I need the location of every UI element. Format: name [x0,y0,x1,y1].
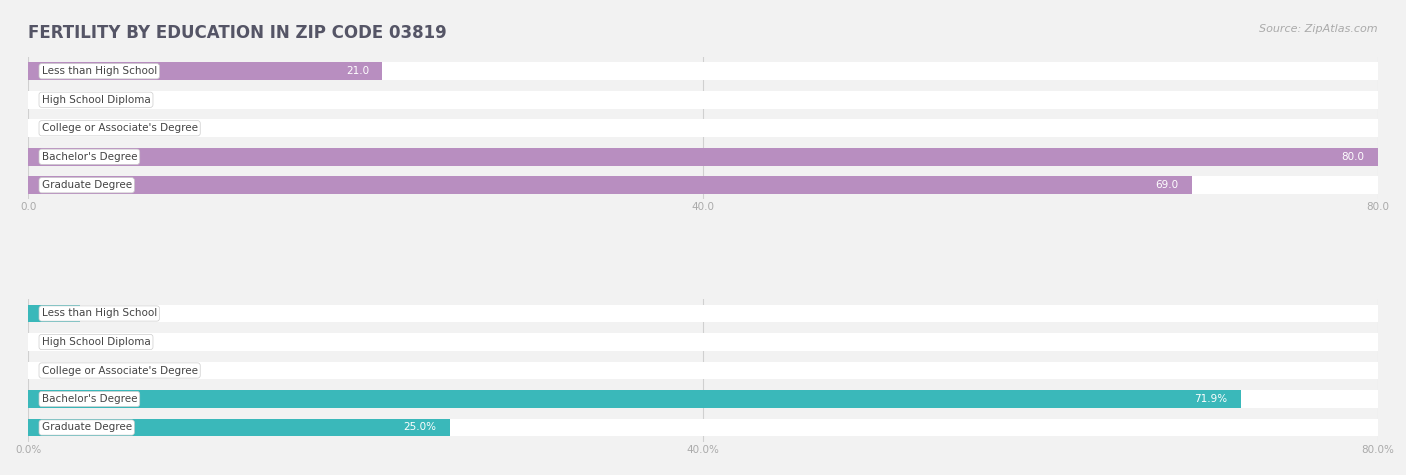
FancyBboxPatch shape [28,304,80,323]
Text: Graduate Degree: Graduate Degree [42,180,132,190]
Text: High School Diploma: High School Diploma [42,95,150,105]
Text: Source: ZipAtlas.com: Source: ZipAtlas.com [1260,24,1378,34]
Text: College or Associate's Degree: College or Associate's Degree [42,123,198,133]
FancyBboxPatch shape [28,390,1241,408]
FancyBboxPatch shape [28,148,1378,166]
FancyBboxPatch shape [28,418,1378,437]
Text: Bachelor's Degree: Bachelor's Degree [42,394,138,404]
Text: 71.9%: 71.9% [1195,394,1227,404]
FancyBboxPatch shape [28,62,382,80]
Text: Less than High School: Less than High School [42,308,157,319]
FancyBboxPatch shape [28,176,1378,194]
FancyBboxPatch shape [28,91,1378,109]
FancyBboxPatch shape [28,361,1378,380]
Text: Less than High School: Less than High School [42,66,157,76]
Text: FERTILITY BY EDUCATION IN ZIP CODE 03819: FERTILITY BY EDUCATION IN ZIP CODE 03819 [28,24,447,42]
Text: 3.1%: 3.1% [94,308,121,319]
Text: 0.0: 0.0 [42,123,58,133]
Text: 25.0%: 25.0% [404,422,436,433]
FancyBboxPatch shape [28,418,450,437]
FancyBboxPatch shape [28,176,1192,194]
Text: 69.0: 69.0 [1156,180,1178,190]
FancyBboxPatch shape [28,148,1378,166]
Text: 0.0%: 0.0% [42,365,67,376]
Text: 21.0: 21.0 [346,66,368,76]
Text: 0.0%: 0.0% [42,337,67,347]
Text: 0.0: 0.0 [42,95,58,105]
Text: Graduate Degree: Graduate Degree [42,422,132,433]
Text: Bachelor's Degree: Bachelor's Degree [42,152,138,162]
Text: High School Diploma: High School Diploma [42,337,150,347]
Text: 80.0: 80.0 [1341,152,1364,162]
FancyBboxPatch shape [28,333,1378,351]
FancyBboxPatch shape [28,304,1378,323]
FancyBboxPatch shape [28,119,1378,137]
FancyBboxPatch shape [28,62,1378,80]
FancyBboxPatch shape [28,390,1378,408]
Text: College or Associate's Degree: College or Associate's Degree [42,365,198,376]
